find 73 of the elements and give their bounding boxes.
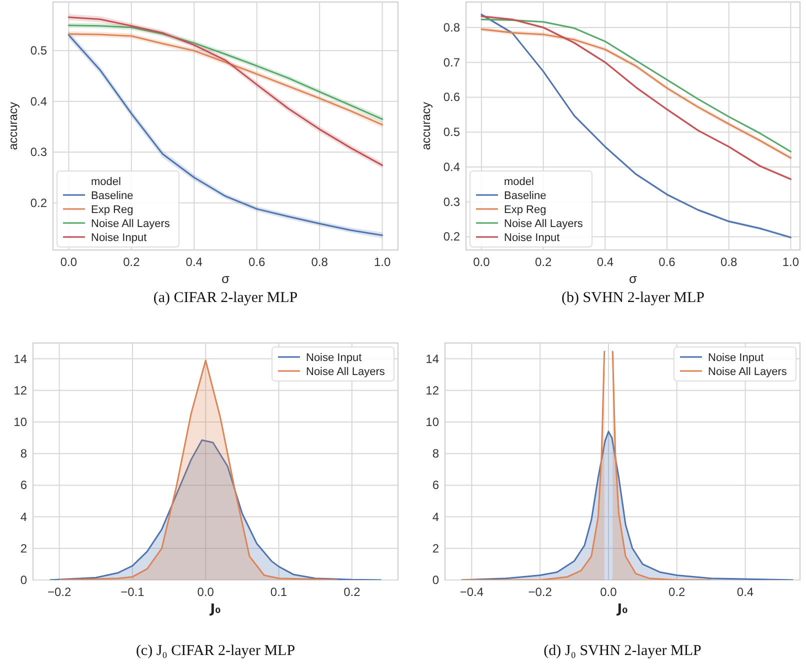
x-tick-label: 0.8 [720, 255, 738, 269]
x-tick-label: 0.2 [668, 585, 686, 599]
y-tick-label: 0.7 [443, 55, 460, 70]
y-tick-label: 2 [432, 541, 440, 556]
y-tick-label: 10 [426, 415, 440, 429]
y-tick-label: 2 [20, 541, 28, 556]
legend-label: Noise All Layers [504, 218, 584, 230]
y-tick-label: 14 [426, 352, 440, 366]
legend-label: Noise All Layers [306, 366, 386, 378]
text: (b) SVHN 2-layer MLP [562, 290, 704, 306]
x-tick-label: 0.0 [473, 255, 490, 269]
legend-label: Noise All Layers [708, 366, 788, 378]
legend-label: Exp Reg [91, 204, 134, 216]
y-tick-label: 6 [20, 478, 28, 492]
text: (d) J₀ SVHN 2-layer MLP [544, 643, 702, 659]
x-axis-title: J₀ [616, 602, 628, 617]
legend-title: model [91, 176, 121, 188]
y-tick-label: 4 [432, 510, 440, 524]
legend-label: Noise Input [708, 352, 764, 364]
x-tick-label: −0.2 [47, 585, 72, 599]
legend-label: Exp Reg [504, 204, 546, 216]
y-tick-label: 0.5 [30, 44, 48, 58]
legend-title: model [504, 176, 534, 188]
y-tick-label: 8 [20, 446, 28, 461]
y-tick-label: 0.4 [30, 94, 48, 108]
y-axis-title: accuracy [6, 102, 20, 150]
y-tick-label: 0.3 [443, 194, 460, 209]
text: (a) CIFAR 2-layer MLP [153, 290, 298, 306]
y-tick-label: 0.5 [443, 125, 460, 140]
x-tick-label: 0.6 [658, 255, 676, 269]
y-tick-label: 0.4 [443, 160, 460, 174]
x-tick-label: −0.1 [120, 585, 145, 599]
x-tick-label: 0.1 [270, 585, 288, 599]
legend-label: Noise Input [91, 232, 147, 244]
y-tick-label: 0.8 [443, 20, 460, 34]
y-tick-label: 0.2 [30, 196, 48, 210]
x-tick-label: 1.0 [374, 255, 391, 269]
x-axis-title: σ [628, 271, 638, 286]
x-axis-title: σ [221, 271, 230, 286]
legend-label: Noise Input [306, 352, 362, 364]
x-tick-label: 0.8 [311, 255, 328, 269]
x-tick-label: 0.2 [534, 255, 552, 269]
y-tick-label: 0.6 [443, 90, 460, 104]
y-tick-label: 0.3 [30, 145, 48, 160]
y-tick-label: 0.2 [443, 230, 460, 244]
y-tick-label: 8 [432, 446, 440, 461]
x-tick-label: 0.0 [197, 585, 214, 599]
legend-label: Noise Input [504, 232, 560, 244]
x-tick-label: −0.2 [528, 585, 552, 599]
x-tick-label: 0.0 [60, 255, 78, 269]
y-tick-label: 6 [432, 478, 440, 492]
legend-label: Noise All Layers [91, 218, 170, 230]
y-tick-label: 0 [432, 573, 440, 587]
y-tick-label: 14 [14, 352, 28, 366]
x-tick-label: −0.4 [460, 585, 484, 599]
y-axis-title: accuracy [419, 102, 433, 150]
x-tick-label: 0.6 [248, 255, 266, 269]
x-tick-label: 0.0 [600, 585, 618, 599]
y-tick-label: 12 [426, 383, 440, 398]
x-tick-label: 0.2 [123, 255, 140, 269]
y-tick-label: 4 [20, 510, 28, 524]
y-tick-label: 0 [20, 573, 28, 587]
x-tick-label: 0.4 [186, 255, 203, 269]
x-tick-label: 0.4 [736, 585, 754, 599]
legend-label: Baseline [504, 190, 546, 202]
x-tick-label: 0.4 [596, 255, 614, 269]
x-axis-title: J₀ [209, 602, 222, 617]
x-tick-label: 0.2 [344, 585, 361, 599]
legend-label: Baseline [91, 190, 134, 202]
y-tick-label: 12 [14, 383, 28, 398]
text: (c) J₀ CIFAR 2-layer MLP [136, 643, 296, 659]
x-tick-label: 1.0 [782, 255, 800, 269]
y-tick-label: 10 [14, 415, 28, 429]
